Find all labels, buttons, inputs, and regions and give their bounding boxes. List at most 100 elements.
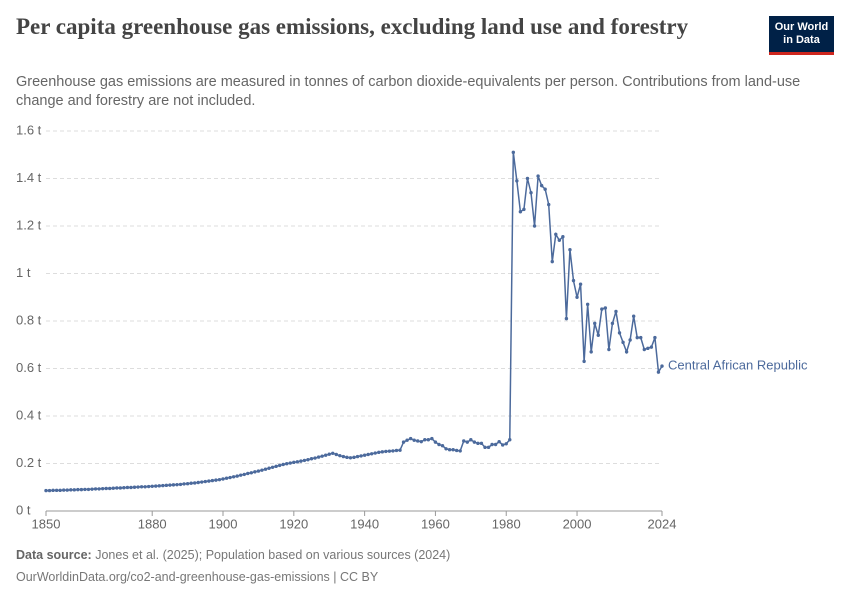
data-point (256, 469, 261, 473)
data-point (416, 439, 420, 443)
data-point (129, 485, 133, 490)
data-point (536, 174, 540, 178)
data-point (54, 488, 59, 493)
data-point (653, 335, 657, 340)
data-point (380, 450, 385, 454)
data-point (288, 461, 292, 465)
data-point (263, 467, 268, 471)
data-point (660, 364, 664, 368)
data-point (352, 455, 356, 460)
data-point (617, 331, 622, 335)
data-point (614, 309, 618, 314)
data-point (515, 179, 519, 183)
data-point (362, 453, 367, 457)
data-point (490, 442, 494, 447)
data-point (479, 441, 484, 446)
data-point (214, 478, 218, 482)
data-point (299, 459, 303, 463)
data-point (646, 346, 650, 351)
data-point (295, 460, 300, 464)
data-point (391, 449, 395, 453)
x-tick-label: 1980 (492, 516, 521, 531)
data-point (93, 487, 98, 491)
data-point (210, 478, 215, 483)
data-point (331, 451, 335, 455)
y-tick-label: 1.2 t (16, 217, 42, 232)
data-point (472, 440, 477, 444)
data-point (302, 458, 307, 463)
data-point (327, 452, 331, 456)
data-point (370, 452, 374, 456)
data-point (504, 442, 508, 446)
y-tick-label: 0.2 t (16, 455, 42, 470)
data-point (231, 475, 236, 479)
data-point (51, 488, 55, 493)
data-point (568, 248, 572, 252)
data-point (203, 479, 208, 484)
x-tick-label: 1900 (209, 516, 238, 531)
data-point (178, 482, 183, 487)
data-point (585, 302, 590, 307)
data-point (242, 472, 246, 477)
data-point (550, 259, 554, 264)
data-point (345, 455, 349, 460)
logo-text[interactable]: Our World in Data (774, 21, 829, 46)
data-point (377, 450, 381, 455)
data-point (621, 340, 625, 345)
data-point (338, 453, 342, 458)
data-point (522, 207, 526, 212)
data-point (47, 488, 52, 493)
data-point (228, 475, 232, 480)
data-point (571, 278, 576, 283)
url[interactable]: OurWorldinData.org/co2-and-greenhouse-ga… (16, 570, 379, 584)
data-point (578, 282, 583, 286)
data-point (593, 321, 597, 326)
data-point (493, 442, 498, 447)
data-point (635, 335, 639, 340)
y-tick-label: 0.4 t (16, 407, 42, 422)
data-point (168, 483, 172, 487)
data-point (249, 471, 254, 475)
data-point (405, 438, 409, 442)
data-point (564, 316, 569, 321)
data-point (154, 484, 158, 488)
data-point (196, 480, 200, 485)
data-point (239, 473, 243, 477)
y-tick-label: 0 t (16, 502, 31, 517)
data-point (189, 481, 193, 485)
data-point (430, 436, 434, 441)
data-point (465, 440, 469, 444)
data-point (447, 448, 452, 452)
data-point (355, 454, 360, 459)
x-tick-label: 1880 (138, 516, 167, 531)
data-point (582, 359, 586, 364)
data-point (182, 482, 186, 486)
x-tick-label: 1920 (279, 516, 308, 531)
data-point (320, 454, 324, 458)
data-point (171, 483, 176, 487)
data-point (497, 439, 501, 444)
data-point (164, 483, 169, 488)
data-point (306, 458, 310, 462)
data-point (440, 443, 445, 448)
data-point (596, 333, 600, 337)
data-point (104, 486, 108, 491)
data-point (157, 484, 161, 488)
data-point (529, 191, 533, 195)
logo[interactable]: Our World in Data (769, 16, 834, 55)
data-point (412, 438, 416, 442)
data-point (224, 476, 229, 480)
data-point (125, 485, 130, 490)
data-point (511, 150, 516, 155)
data-point (575, 295, 579, 299)
data-point (253, 470, 257, 474)
data-point (200, 480, 204, 484)
data-point (384, 449, 388, 454)
data-point (274, 464, 278, 469)
series-label: Central African Republic (668, 358, 808, 373)
data-point (642, 347, 646, 352)
data-point (341, 454, 346, 459)
data-point (518, 210, 523, 214)
data-point (58, 488, 62, 493)
